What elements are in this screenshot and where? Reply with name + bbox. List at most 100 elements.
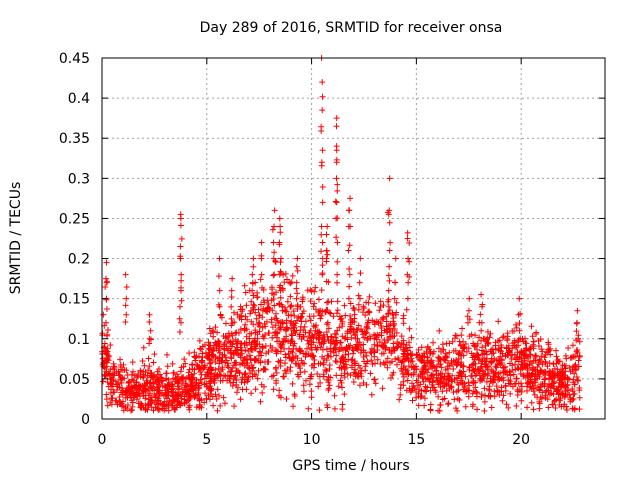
data-point (254, 375, 261, 382)
data-point (408, 334, 415, 341)
data-point (440, 383, 447, 390)
data-point (113, 386, 120, 393)
data-point (478, 391, 485, 398)
data-point (140, 383, 147, 390)
data-point (480, 370, 487, 377)
data-point (221, 400, 228, 407)
data-point (354, 327, 361, 334)
data-point (137, 367, 144, 374)
data-point (428, 359, 435, 366)
data-point (400, 350, 407, 357)
data-point (366, 309, 373, 316)
x-tick-label: 5 (202, 432, 211, 448)
axis-ticks: 0 0.05 0.1 0.15 0.2 0.25 0.3 0.35 0.4 0.45 0 5 10 15 2… (59, 51, 605, 448)
data-point (129, 368, 136, 375)
data-point (385, 296, 392, 303)
data-point (183, 398, 190, 405)
data-point (317, 344, 324, 351)
data-point (166, 397, 173, 404)
data-point (451, 335, 458, 342)
data-point (123, 392, 130, 399)
y-tick-label: 0.2 (68, 252, 90, 268)
data-point (418, 344, 425, 351)
data-point (300, 334, 307, 341)
data-point (107, 399, 114, 406)
data-point (567, 398, 574, 405)
data-point (133, 379, 140, 386)
data-point (462, 388, 469, 395)
data-point (274, 348, 281, 355)
data-point (398, 365, 405, 372)
data-point (492, 363, 499, 370)
data-point (219, 351, 226, 358)
data-point (541, 354, 548, 361)
data-point (409, 358, 416, 365)
data-point (150, 373, 157, 380)
data-point (530, 338, 537, 345)
data-point (333, 123, 340, 130)
data-point (319, 353, 326, 360)
data-point (393, 299, 400, 306)
data-point (333, 331, 340, 338)
data-point (114, 401, 121, 408)
data-point (515, 311, 522, 318)
data-point (277, 223, 284, 230)
data-point (148, 404, 155, 411)
data-point (575, 363, 582, 370)
data-point (198, 371, 205, 378)
data-point (549, 375, 556, 382)
data-point (430, 339, 437, 346)
data-point (147, 396, 154, 403)
data-point (105, 383, 112, 390)
data-point (359, 328, 366, 335)
data-point (260, 335, 267, 342)
data-point (233, 367, 240, 374)
data-point (512, 344, 519, 351)
data-point (341, 335, 348, 342)
data-point (513, 324, 520, 331)
data-point (514, 391, 521, 398)
data-point (277, 324, 284, 331)
data-point (377, 320, 384, 327)
data-point (324, 299, 331, 306)
data-point (204, 369, 211, 376)
data-point (302, 318, 309, 325)
data-point (536, 387, 543, 394)
data-point (421, 402, 428, 409)
data-point (117, 398, 124, 405)
data-point (125, 386, 132, 393)
data-point (542, 371, 549, 378)
data-point (470, 377, 477, 384)
data-point (143, 405, 150, 412)
data-point (326, 309, 333, 316)
data-point (103, 319, 110, 326)
data-point (361, 305, 368, 312)
data-point (319, 262, 326, 269)
data-point (502, 363, 509, 370)
data-point (441, 382, 448, 389)
data-point (334, 271, 341, 278)
data-point (388, 358, 395, 365)
data-point (544, 363, 551, 370)
data-point (337, 339, 344, 346)
data-point (182, 389, 189, 396)
data-point (259, 389, 266, 396)
data-point (403, 306, 410, 313)
data-point (384, 355, 391, 362)
data-point (123, 367, 130, 374)
data-point (547, 345, 554, 352)
data-point (483, 361, 490, 368)
data-point (334, 307, 341, 314)
data-point (443, 340, 450, 347)
data-point (520, 373, 527, 380)
data-point (513, 403, 520, 410)
data-point (325, 387, 332, 394)
data-point (229, 365, 236, 372)
data-point (162, 391, 169, 398)
data-point (537, 394, 544, 401)
data-point (279, 319, 286, 326)
data-point (142, 406, 149, 413)
data-point (251, 343, 258, 350)
data-point (406, 258, 413, 265)
data-point (528, 360, 535, 367)
